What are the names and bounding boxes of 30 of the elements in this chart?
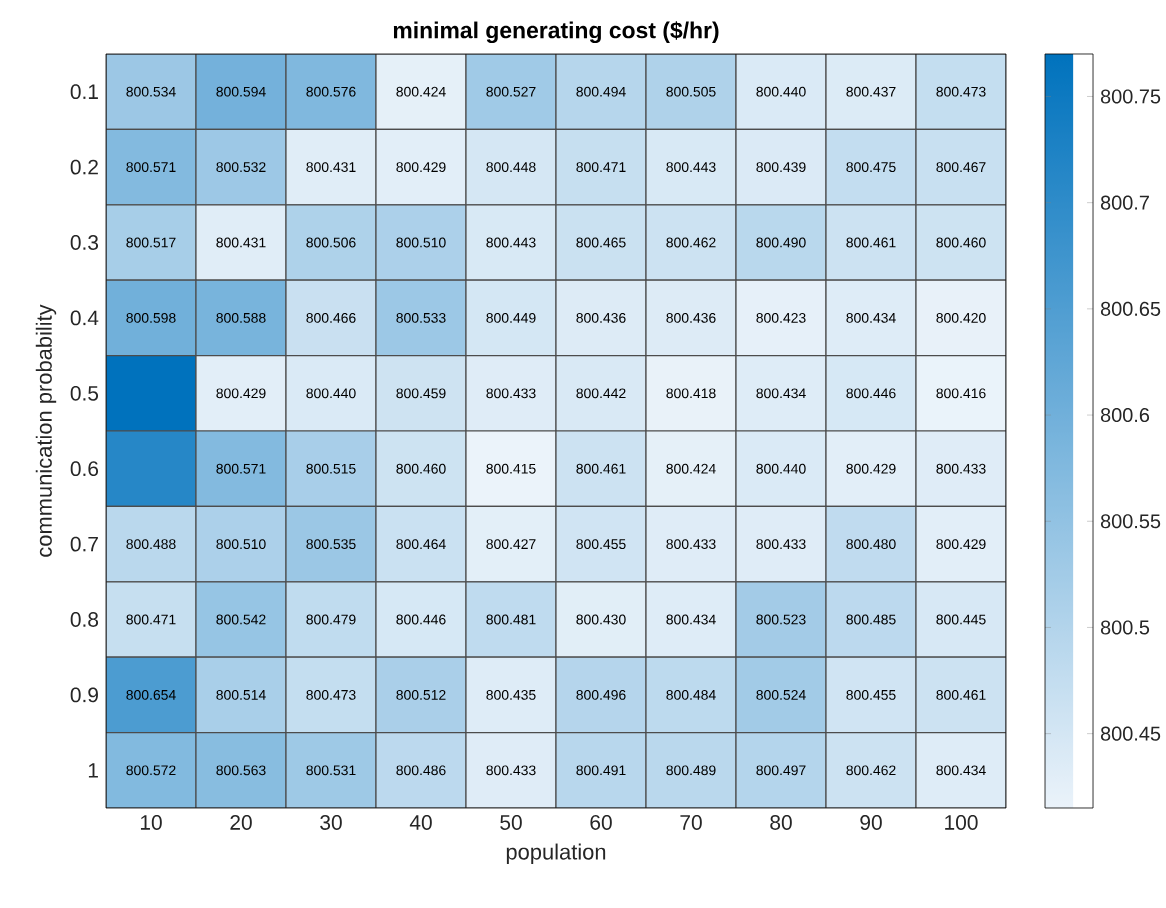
x-tick-label: 20 bbox=[230, 815, 252, 830]
y-tick-label: 0.6 bbox=[70, 461, 99, 477]
y-tick-label: 0.9 bbox=[70, 687, 98, 703]
y-tick-label: 0.4 bbox=[70, 310, 99, 326]
x-tick-label: 90 bbox=[860, 815, 882, 830]
color-bar-label: 800.7 bbox=[1100, 195, 1149, 210]
chart-title: minimal generating cost ($/hr) bbox=[393, 21, 719, 43]
x-tick-label: 10 bbox=[140, 815, 162, 830]
color-bar-label: 800.65 bbox=[1100, 301, 1161, 316]
color-bar-label: 800.55 bbox=[1100, 514, 1161, 529]
x-tick-label: 60 bbox=[590, 815, 612, 830]
x-axis-title: population bbox=[506, 843, 606, 864]
y-tick-label: 0.5 bbox=[70, 385, 99, 401]
y-tick-label: 1 bbox=[88, 763, 98, 778]
x-tick-label: 40 bbox=[409, 815, 432, 830]
y-tick-label: 0.8 bbox=[70, 612, 99, 627]
y-axis-title: communication probability bbox=[35, 304, 57, 557]
x-tick-label: 30 bbox=[320, 815, 342, 830]
x-tick-label: 80 bbox=[770, 815, 792, 830]
x-tick-label: 50 bbox=[500, 815, 522, 830]
color-bar-label: 800.75 bbox=[1100, 89, 1161, 104]
color-bar-label: 800.45 bbox=[1100, 726, 1161, 741]
y-tick-label: 0.3 bbox=[70, 235, 99, 250]
x-tick-label: 70 bbox=[680, 815, 702, 830]
color-bar-label: 800.5 bbox=[1100, 620, 1150, 635]
y-tick-label: 0.1 bbox=[70, 84, 98, 100]
color-bar-label: 800.6 bbox=[1100, 408, 1150, 423]
y-tick-label: 0.2 bbox=[70, 159, 98, 175]
x-tick-label: 100 bbox=[945, 815, 978, 830]
y-tick-label: 0.7 bbox=[70, 536, 98, 552]
